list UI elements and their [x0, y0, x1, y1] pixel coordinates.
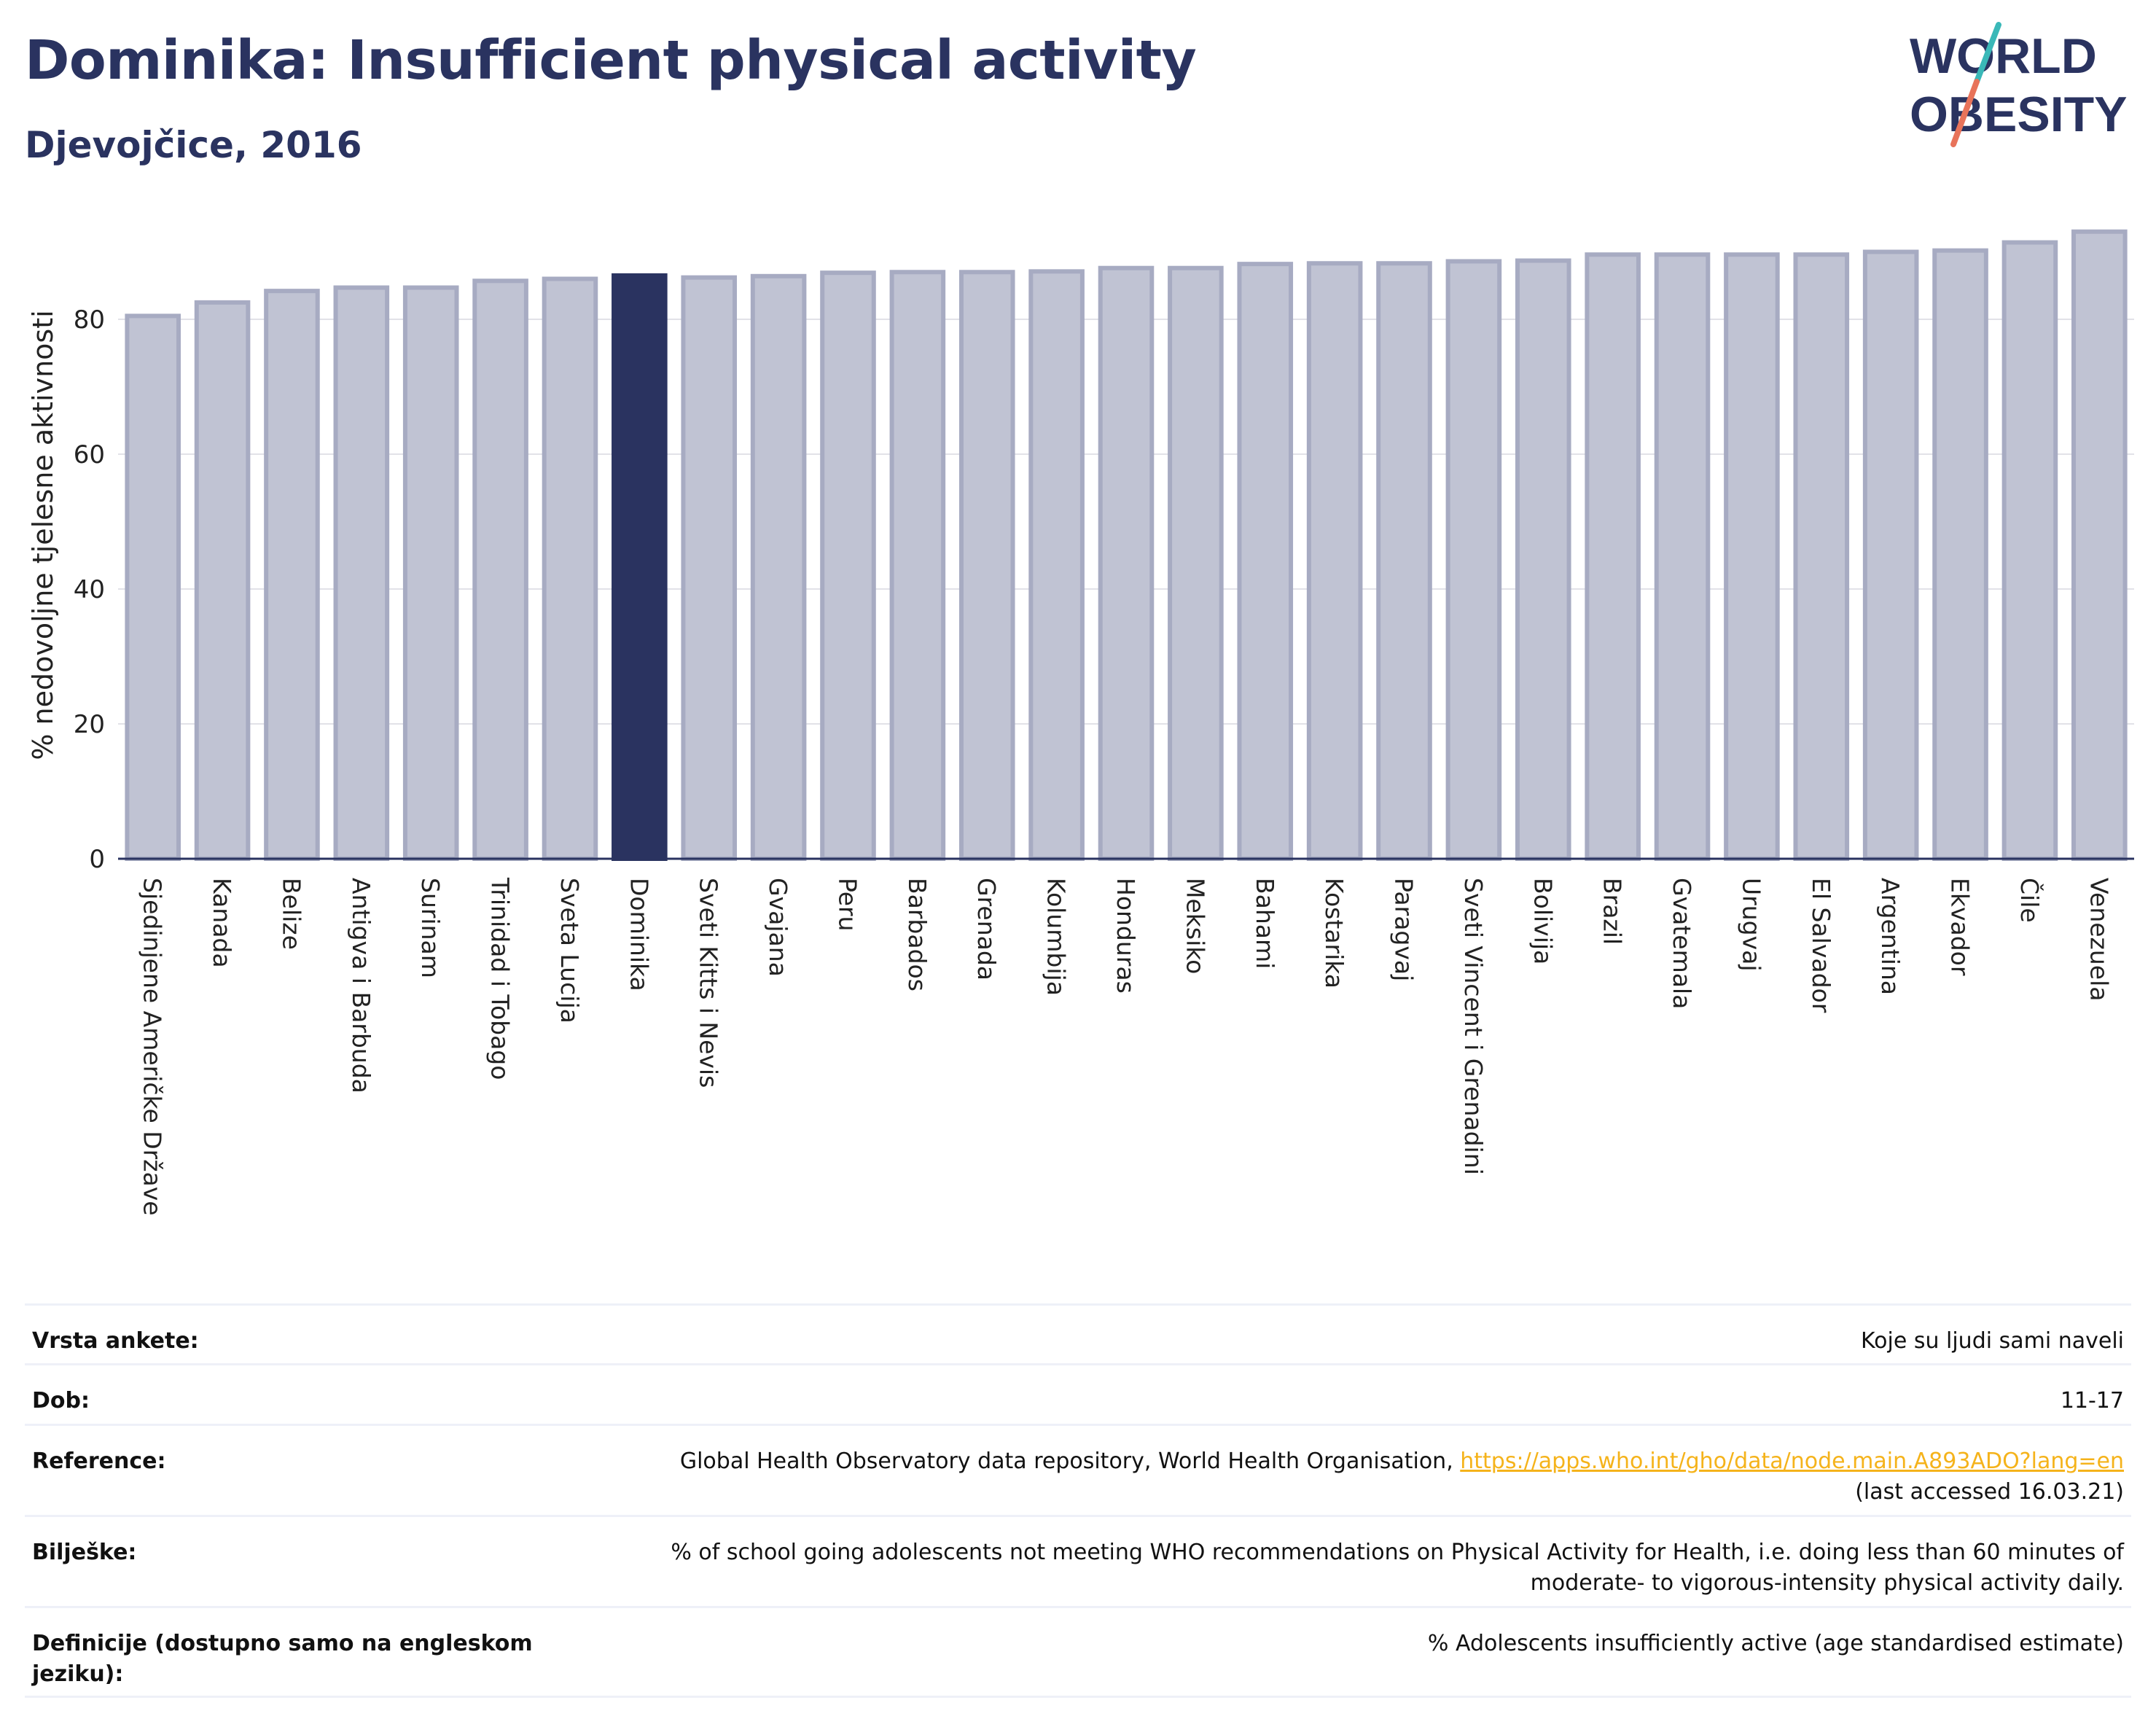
x-tick-label: Honduras — [1112, 878, 1140, 994]
x-tick-label: Gvajana — [764, 878, 792, 977]
x-tick-label: Gvatemala — [1668, 878, 1696, 1009]
bar-meksiko[interactable] — [1168, 265, 1224, 861]
bar-belize[interactable] — [264, 289, 320, 861]
bar-chart: 0 20 40 60 80 % nedovoljne tjelesne aktivnost… — [27, 229, 2134, 1216]
y-tick-label: 40 — [74, 575, 105, 604]
x-tick-label: Grenada — [972, 878, 1001, 980]
info-row-reference: Reference: Global Health Observatory dat… — [25, 1424, 2131, 1515]
bar-grenada[interactable] — [958, 270, 1015, 861]
x-tick-label: Antigva i Barbuda — [347, 878, 375, 1093]
bar-gvajana[interactable] — [750, 273, 807, 861]
x-tick-label: Meksiko — [1181, 878, 1209, 974]
bar-kostarika[interactable] — [1306, 261, 1363, 862]
y-tick-label: 20 — [74, 710, 105, 739]
reference-link[interactable]: https://apps.who.int/gho/data/node.main.… — [1460, 1449, 2124, 1474]
x-tick-label: Kanada — [208, 878, 236, 968]
info-row-age: Dob: 11-17 — [25, 1363, 2131, 1424]
age-label: Dob: — [32, 1388, 90, 1414]
x-tick-label: Sjedinjene Američke Države — [138, 878, 167, 1216]
bar-gvatemala[interactable] — [1654, 252, 1711, 861]
bar-el-salvador[interactable] — [1793, 252, 1850, 861]
bar-bolivija[interactable] — [1515, 258, 1571, 861]
x-tick-label: Ekvador — [1946, 878, 1975, 976]
age-value: 11-17 — [2060, 1388, 2124, 1414]
logo-text-world: WORLD — [1910, 28, 2097, 84]
x-tick-label: Belize — [277, 878, 305, 950]
x-tick-label: Čile — [2015, 878, 2044, 923]
x-tick-label: Sveti Vincent i Grenadini — [1459, 878, 1488, 1175]
x-tick-label: Brazil — [1598, 878, 1627, 945]
x-tick-label: Sveti Kitts i Nevis — [695, 878, 723, 1088]
bar-sveti-vincent-i-grenadini[interactable] — [1445, 259, 1502, 861]
logo-text-obesity: OBESITY — [1910, 87, 2128, 142]
x-tick-label: Bahami — [1251, 878, 1279, 969]
reference-text: Global Health Observatory data repositor… — [679, 1449, 1461, 1474]
bar-urugvaj[interactable] — [1724, 252, 1780, 861]
bar-trinidad-i-tobago[interactable] — [472, 278, 528, 861]
notes-text-line1: % of school going adolescents not meetin… — [671, 1540, 2124, 1565]
reference-value: Global Health Observatory data repositor… — [680, 1446, 2124, 1508]
bar-honduras[interactable] — [1098, 265, 1155, 861]
definitions-label: Definicije (dostupno samo na engleskom j… — [32, 1631, 533, 1687]
chart-title: Dominika: Insufficient physical activity — [25, 29, 1197, 92]
definitions-value: % Adolescents insufficiently active (age… — [1427, 1631, 2124, 1656]
x-tick-label: Surinam — [416, 878, 445, 978]
x-tick-label: Barbados — [903, 878, 931, 991]
bar-sveti-kitts-i-nevis[interactable] — [681, 275, 738, 861]
reference-accessed: (last accessed 16.03.21) — [1855, 1479, 2124, 1505]
notes-value: % of school going adolescents not meetin… — [671, 1537, 2124, 1599]
x-tick-label: Trinidad i Tobago — [486, 877, 515, 1080]
bar-venezuela[interactable] — [2071, 229, 2128, 861]
bar-kolumbija[interactable] — [1028, 269, 1085, 861]
y-tick-label: 80 — [74, 305, 105, 335]
x-tick-label: El Salvador — [1807, 878, 1835, 1013]
notes-text-line2: moderate- to vigorous-intensity physical… — [1530, 1570, 2124, 1596]
bar-surinam[interactable] — [402, 285, 459, 861]
x-tick-label: Venezuela — [2085, 878, 2113, 1001]
x-tick-label: Urugvaj — [1737, 878, 1765, 972]
bar-sveta-lucija[interactable] — [542, 276, 598, 861]
x-tick-label: Sveta Lucija — [555, 878, 584, 1024]
x-tick-label: Paragvaj — [1390, 878, 1418, 981]
logo-slash-top — [1974, 22, 2001, 85]
x-tick-label: Kolumbija — [1042, 878, 1071, 996]
survey-type-label: Vrsta ankete: — [32, 1328, 199, 1354]
x-tick-label: Dominika — [625, 878, 653, 991]
world-obesity-logo: WORLD OBESITY — [1910, 22, 2128, 147]
info-table: Vrsta ankete: Koje su ljudi sami naveli … — [25, 1303, 2131, 1698]
bar-peru[interactable] — [820, 270, 876, 861]
bar-ekvador[interactable] — [1932, 248, 1988, 861]
bar-argentina[interactable] — [1862, 249, 1919, 861]
chart-subtitle: Djevojčice, 2016 — [25, 124, 362, 166]
info-row-survey-type: Vrsta ankete: Koje su ljudi sami naveli — [25, 1303, 2131, 1363]
bar-paragvaj[interactable] — [1376, 261, 1432, 862]
logo-slash-bottom — [1950, 79, 1980, 147]
bar-bahami[interactable] — [1237, 262, 1294, 861]
bar-barbados[interactable] — [889, 270, 946, 861]
notes-label: Bilješke: — [32, 1540, 137, 1565]
x-tick-label: Peru — [833, 878, 862, 932]
x-tick-label: Bolivija — [1528, 878, 1557, 964]
bar-brazil[interactable] — [1585, 252, 1641, 861]
info-row-notes: Bilješke: % of school going adolescents … — [25, 1515, 2131, 1606]
y-axis-title: % nedovoljne tjelesne aktivnosti — [27, 310, 59, 760]
bar-antigva-i-barbuda[interactable] — [333, 285, 390, 861]
survey-type-value: Koje su ljudi sami naveli — [1860, 1328, 2124, 1354]
y-tick-label: 60 — [74, 440, 105, 469]
bar-kanada[interactable] — [194, 300, 251, 861]
reference-label: Reference: — [32, 1449, 166, 1474]
bar-čile[interactable] — [2001, 240, 2058, 861]
bar-sjedinjene-američke-države[interactable] — [125, 313, 181, 861]
x-tick-label: Kostarika — [1320, 878, 1348, 989]
bar-dominika[interactable] — [612, 273, 668, 861]
x-tick-label: Argentina — [1876, 878, 1905, 995]
y-tick-label: 0 — [89, 845, 105, 874]
info-row-definitions: Definicije (dostupno samo na engleskom j… — [25, 1606, 2131, 1698]
